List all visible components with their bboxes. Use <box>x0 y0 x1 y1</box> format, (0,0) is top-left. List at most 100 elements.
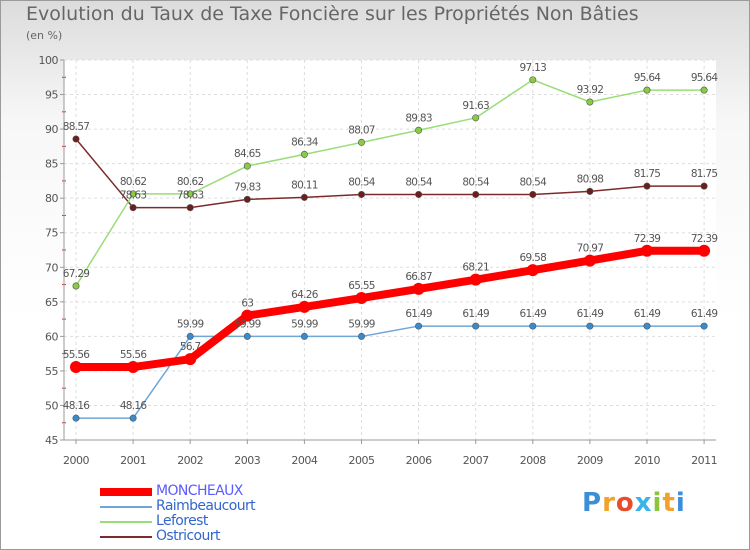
data-point <box>412 282 425 295</box>
data-label: 61.49 <box>462 308 489 320</box>
data-label: 89.83 <box>405 112 432 124</box>
data-point <box>184 353 197 366</box>
y-tick-label: 90 <box>45 123 58 136</box>
data-point <box>186 204 194 212</box>
data-label: 88.57 <box>63 121 90 133</box>
legend-item: Leforest <box>100 514 255 529</box>
data-point <box>72 414 80 422</box>
data-label: 78.63 <box>177 190 204 202</box>
data-label: 93.92 <box>577 84 604 96</box>
data-label: 80.54 <box>405 176 433 188</box>
data-point <box>698 244 711 257</box>
y-tick-label: 65 <box>45 296 58 309</box>
data-point <box>357 138 365 146</box>
series-line-raimbeaucourt <box>75 325 705 419</box>
data-point <box>700 86 708 94</box>
y-tick-label: 55 <box>45 365 58 378</box>
y-tick-label: 60 <box>45 330 58 343</box>
y-tick-label: 100 <box>39 54 59 67</box>
data-label: 55.56 <box>63 349 91 361</box>
x-tick-label: 2009 <box>577 454 603 467</box>
data-label: 61.49 <box>634 308 661 320</box>
y-tick-label: 70 <box>45 261 58 274</box>
data-point <box>72 135 80 143</box>
data-point <box>415 322 423 330</box>
data-point <box>529 76 537 84</box>
x-tick-label: 2004 <box>291 454 317 467</box>
data-point <box>355 292 368 305</box>
data-point <box>241 309 254 322</box>
data-point <box>529 322 537 330</box>
data-point <box>300 332 308 340</box>
data-point <box>186 190 194 198</box>
data-label: 80.98 <box>577 173 604 185</box>
data-point <box>472 190 480 198</box>
data-label: 61.49 <box>405 308 432 320</box>
legend-label: Leforest <box>156 513 208 529</box>
data-label: 59.99 <box>234 318 261 330</box>
logo-letter: t <box>662 488 676 518</box>
data-point <box>526 264 539 277</box>
data-label: 80.54 <box>462 176 490 188</box>
logo-letter: i <box>652 488 663 518</box>
data-point <box>641 244 653 257</box>
data-point <box>415 126 423 134</box>
data-label: 66.87 <box>405 271 432 283</box>
data-label: 59.99 <box>348 318 375 330</box>
proxiti-logo: Proxiti <box>582 488 686 518</box>
data-label: 68.21 <box>462 262 489 274</box>
data-point <box>243 162 251 170</box>
data-point <box>243 195 251 203</box>
data-label: 88.07 <box>348 124 375 136</box>
data-point <box>129 414 137 422</box>
x-tick-label: 2010 <box>634 454 660 467</box>
x-tick-label: 2000 <box>63 454 89 467</box>
data-point <box>586 98 594 106</box>
legend-swatch <box>100 535 152 538</box>
data-label: 63 <box>241 298 253 310</box>
data-point <box>298 300 311 313</box>
data-point <box>127 361 140 374</box>
data-label: 55.56 <box>120 349 148 361</box>
chart-title: Evolution du Taux de Taxe Foncière sur l… <box>26 3 639 25</box>
data-label: 84.65 <box>234 148 261 160</box>
data-label: 95.64 <box>634 72 662 84</box>
data-point <box>586 187 594 195</box>
logo-letter: r <box>602 488 616 518</box>
data-label: 78.63 <box>120 190 147 202</box>
data-point <box>469 273 482 286</box>
data-point <box>300 150 308 158</box>
data-label: 97.13 <box>520 62 547 74</box>
legend-swatch <box>100 487 152 496</box>
data-label: 81.75 <box>691 168 718 180</box>
data-label: 72.39 <box>691 233 718 245</box>
logo-letter: i <box>675 488 686 518</box>
series-line-ostricourt <box>75 138 705 209</box>
x-tick-label: 2005 <box>349 454 375 467</box>
data-point <box>129 204 137 212</box>
x-tick-label: 2006 <box>406 454 432 467</box>
data-label: 95.64 <box>691 72 719 84</box>
data-point <box>300 193 308 201</box>
legend-label: Raimbeaucourt <box>156 498 256 514</box>
data-label: 72.39 <box>634 233 661 245</box>
y-tick-label: 45 <box>45 434 58 447</box>
data-label: 64.26 <box>291 289 319 301</box>
x-tick-label: 2003 <box>234 454 260 467</box>
data-point <box>472 114 480 122</box>
logo-letter: o <box>615 488 635 518</box>
data-label: 80.54 <box>520 176 548 188</box>
data-point <box>643 322 651 330</box>
data-label: 80.62 <box>177 176 204 188</box>
legend-item: MONCHEAUX <box>100 484 255 499</box>
data-point <box>643 182 651 190</box>
data-point <box>129 190 137 198</box>
legend-swatch <box>100 505 152 508</box>
series-line-leforest <box>75 79 705 287</box>
data-point <box>357 190 365 198</box>
x-tick-label: 2002 <box>177 454 203 467</box>
data-label: 67.29 <box>63 268 90 280</box>
data-label: 56.7 <box>180 341 201 353</box>
data-point <box>72 282 80 290</box>
